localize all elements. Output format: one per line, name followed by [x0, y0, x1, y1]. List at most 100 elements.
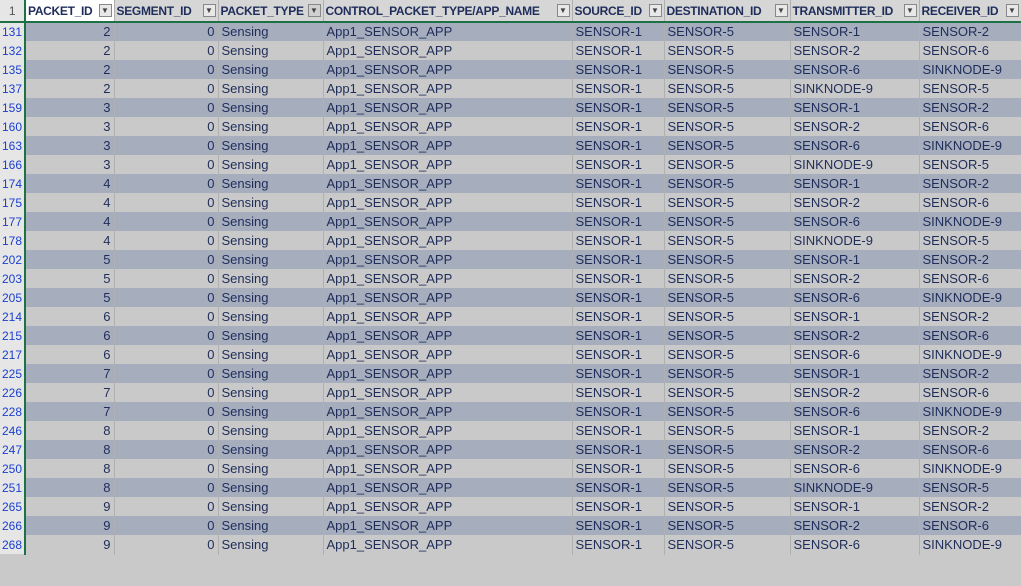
destination-id-cell[interactable]: SENSOR-5	[664, 269, 791, 288]
source-id-cell[interactable]: SENSOR-1	[572, 402, 665, 421]
column-header-segment-id[interactable]: SEGMENT_ID ▼	[114, 0, 219, 23]
destination-id-cell[interactable]: SENSOR-5	[664, 136, 791, 155]
transmitter-id-cell[interactable]: SENSOR-2	[790, 383, 920, 402]
packet-id-cell[interactable]: 9	[25, 497, 115, 516]
receiver-id-cell[interactable]: SINKNODE-9	[919, 402, 1021, 421]
destination-id-cell[interactable]: SENSOR-5	[664, 478, 791, 497]
receiver-id-cell[interactable]: SENSOR-2	[919, 497, 1021, 516]
source-id-cell[interactable]: SENSOR-1	[572, 497, 665, 516]
source-id-cell[interactable]: SENSOR-1	[572, 269, 665, 288]
receiver-id-cell[interactable]: SENSOR-2	[919, 22, 1021, 41]
destination-id-cell[interactable]: SENSOR-5	[664, 98, 791, 117]
receiver-id-cell[interactable]: SENSOR-5	[919, 79, 1021, 98]
app-name-cell[interactable]: App1_SENSOR_APP	[323, 421, 573, 440]
dropdown-icon[interactable]: ▼	[202, 4, 216, 17]
packet-type-cell[interactable]: Sensing	[218, 535, 324, 554]
row-number-cell[interactable]: 160	[0, 117, 26, 136]
packet-id-cell[interactable]: 6	[25, 326, 115, 345]
source-id-cell[interactable]: SENSOR-1	[572, 22, 665, 41]
source-id-cell[interactable]: SENSOR-1	[572, 155, 665, 174]
row-number-cell[interactable]: 214	[0, 307, 26, 326]
packet-id-cell[interactable]: 8	[25, 440, 115, 459]
packet-type-cell[interactable]: Sensing	[218, 269, 324, 288]
app-name-cell[interactable]: App1_SENSOR_APP	[323, 231, 573, 250]
app-name-cell[interactable]: App1_SENSOR_APP	[323, 288, 573, 307]
receiver-id-cell[interactable]: SENSOR-6	[919, 440, 1021, 459]
packet-type-cell[interactable]: Sensing	[218, 307, 324, 326]
column-header-destination-id[interactable]: DESTINATION_ID ▼	[664, 0, 791, 23]
column-header-transmitter-id[interactable]: TRANSMITTER_ID ▼	[790, 0, 920, 23]
packet-id-cell[interactable]: 3	[25, 117, 115, 136]
source-id-cell[interactable]: SENSOR-1	[572, 117, 665, 136]
transmitter-id-cell[interactable]: SENSOR-1	[790, 497, 920, 516]
transmitter-id-cell[interactable]: SENSOR-6	[790, 459, 920, 478]
dropdown-icon[interactable]: ▼	[648, 4, 662, 17]
packet-type-cell[interactable]: Sensing	[218, 478, 324, 497]
source-id-cell[interactable]: SENSOR-1	[572, 60, 665, 79]
receiver-id-cell[interactable]: SENSOR-2	[919, 421, 1021, 440]
packet-id-cell[interactable]: 8	[25, 459, 115, 478]
receiver-id-cell[interactable]: SENSOR-6	[919, 193, 1021, 212]
app-name-cell[interactable]: App1_SENSOR_APP	[323, 307, 573, 326]
row-number-cell[interactable]: 250	[0, 459, 26, 478]
segment-id-cell[interactable]: 0	[114, 79, 219, 98]
segment-id-cell[interactable]: 0	[114, 459, 219, 478]
packet-id-cell[interactable]: 7	[25, 402, 115, 421]
packet-id-cell[interactable]: 4	[25, 193, 115, 212]
source-id-cell[interactable]: SENSOR-1	[572, 440, 665, 459]
segment-id-cell[interactable]: 0	[114, 478, 219, 497]
segment-id-cell[interactable]: 0	[114, 212, 219, 231]
source-id-cell[interactable]: SENSOR-1	[572, 459, 665, 478]
source-id-cell[interactable]: SENSOR-1	[572, 288, 665, 307]
transmitter-id-cell[interactable]: SENSOR-1	[790, 307, 920, 326]
receiver-id-cell[interactable]: SENSOR-5	[919, 478, 1021, 497]
segment-id-cell[interactable]: 0	[114, 516, 219, 535]
app-name-cell[interactable]: App1_SENSOR_APP	[323, 250, 573, 269]
destination-id-cell[interactable]: SENSOR-5	[664, 250, 791, 269]
segment-id-cell[interactable]: 0	[114, 193, 219, 212]
row-number-cell[interactable]: 163	[0, 136, 26, 155]
transmitter-id-cell[interactable]: SENSOR-2	[790, 269, 920, 288]
app-name-cell[interactable]: App1_SENSOR_APP	[323, 459, 573, 478]
app-name-cell[interactable]: App1_SENSOR_APP	[323, 440, 573, 459]
app-name-cell[interactable]: App1_SENSOR_APP	[323, 98, 573, 117]
segment-id-cell[interactable]: 0	[114, 535, 219, 554]
row-number-cell[interactable]: 265	[0, 497, 26, 516]
source-id-cell[interactable]: SENSOR-1	[572, 478, 665, 497]
column-header-control-packet-type-app-name[interactable]: CONTROL_PACKET_TYPE/APP_NAME ▼	[323, 0, 573, 23]
row-number-cell[interactable]: 246	[0, 421, 26, 440]
receiver-id-cell[interactable]: SINKNODE-9	[919, 459, 1021, 478]
packet-id-cell[interactable]: 2	[25, 22, 115, 41]
packet-id-cell[interactable]: 2	[25, 79, 115, 98]
destination-id-cell[interactable]: SENSOR-5	[664, 193, 791, 212]
segment-id-cell[interactable]: 0	[114, 364, 219, 383]
transmitter-id-cell[interactable]: SENSOR-2	[790, 440, 920, 459]
transmitter-id-cell[interactable]: SINKNODE-9	[790, 155, 920, 174]
app-name-cell[interactable]: App1_SENSOR_APP	[323, 22, 573, 41]
source-id-cell[interactable]: SENSOR-1	[572, 535, 665, 554]
destination-id-cell[interactable]: SENSOR-5	[664, 60, 791, 79]
destination-id-cell[interactable]: SENSOR-5	[664, 345, 791, 364]
packet-id-cell[interactable]: 3	[25, 98, 115, 117]
transmitter-id-cell[interactable]: SENSOR-2	[790, 516, 920, 535]
row-number-cell[interactable]: 268	[0, 535, 26, 554]
transmitter-id-cell[interactable]: SENSOR-6	[790, 136, 920, 155]
receiver-id-cell[interactable]: SENSOR-5	[919, 231, 1021, 250]
transmitter-id-cell[interactable]: SENSOR-1	[790, 174, 920, 193]
segment-id-cell[interactable]: 0	[114, 117, 219, 136]
transmitter-id-cell[interactable]: SENSOR-2	[790, 41, 920, 60]
app-name-cell[interactable]: App1_SENSOR_APP	[323, 60, 573, 79]
destination-id-cell[interactable]: SENSOR-5	[664, 516, 791, 535]
dropdown-icon[interactable]: ▼	[556, 4, 570, 17]
packet-type-cell[interactable]: Sensing	[218, 212, 324, 231]
transmitter-id-cell[interactable]: SENSOR-6	[790, 288, 920, 307]
destination-id-cell[interactable]: SENSOR-5	[664, 212, 791, 231]
destination-id-cell[interactable]: SENSOR-5	[664, 231, 791, 250]
packet-type-cell[interactable]: Sensing	[218, 79, 324, 98]
packet-type-cell[interactable]: Sensing	[218, 193, 324, 212]
destination-id-cell[interactable]: SENSOR-5	[664, 497, 791, 516]
segment-id-cell[interactable]: 0	[114, 174, 219, 193]
segment-id-cell[interactable]: 0	[114, 250, 219, 269]
transmitter-id-cell[interactable]: SENSOR-6	[790, 535, 920, 554]
app-name-cell[interactable]: App1_SENSOR_APP	[323, 193, 573, 212]
